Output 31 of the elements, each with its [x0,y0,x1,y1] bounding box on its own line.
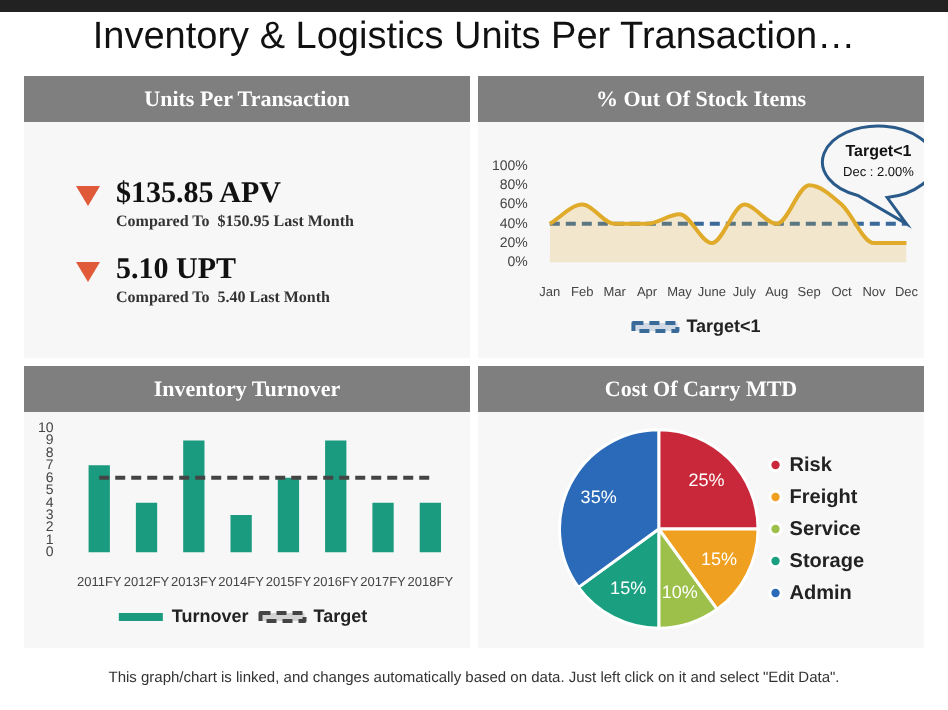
chart-title: Inventory Turnover [24,366,470,412]
data-label: 15% [700,548,737,569]
legend-label: Storage [789,550,865,573]
legend-label: Freight [789,486,859,509]
chart-title: % Out Of Stock Items [478,76,924,122]
data-label: 35% [580,487,617,508]
text: $135.85 APV [116,178,283,212]
data-label: 10% [661,582,698,603]
text: Target<1 [845,142,913,161]
text: Inventory & Logistics Units Per Transaction… [90,16,858,60]
text: 5.10 UPT [116,254,238,288]
bar [88,465,110,553]
bar [277,477,300,553]
text: Units Per Transaction [24,76,470,122]
legend-label: Risk [789,454,833,477]
bar [419,502,441,553]
legend-label: Turnover [171,605,250,626]
legend-label: Target<1 [686,315,761,336]
bar [325,440,347,553]
bar [135,502,158,553]
text: Compared To $150.95 Last Month [116,212,354,230]
data-label: 15% [610,578,647,599]
bar [230,515,252,553]
legend-label: Service [789,518,862,541]
bar [372,502,394,553]
text: Compared To 5.40 Last Month [116,288,330,306]
chart-title: Cost Of Carry MTD [478,366,924,412]
legend-label: Target [313,605,368,626]
legend-label: Admin [789,582,852,605]
data-label: 25% [688,470,725,491]
bar [183,440,205,553]
